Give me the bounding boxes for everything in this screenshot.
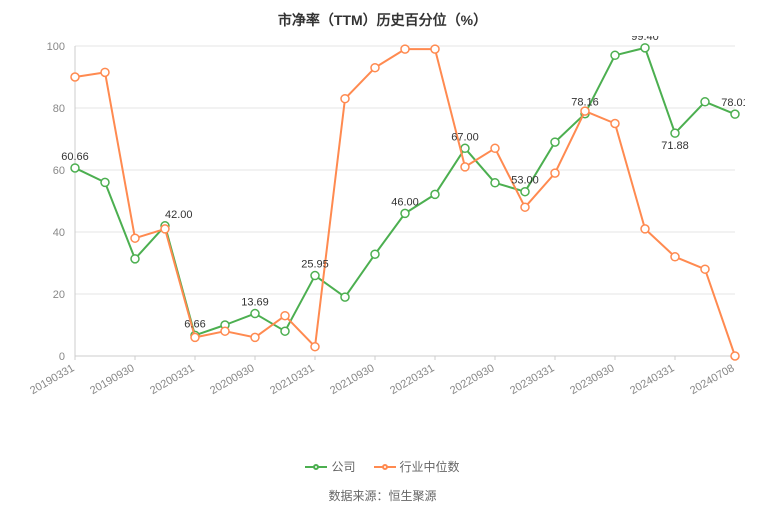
svg-text:42.00: 42.00 <box>165 209 193 221</box>
svg-text:78.01: 78.01 <box>721 97 745 109</box>
svg-text:100: 100 <box>47 41 65 53</box>
svg-text:13.69: 13.69 <box>241 297 269 309</box>
svg-text:60.66: 60.66 <box>61 151 89 163</box>
svg-text:80: 80 <box>53 103 65 115</box>
source-prefix: 数据来源： <box>328 489 388 503</box>
svg-text:60: 60 <box>53 165 65 177</box>
svg-text:20: 20 <box>53 289 65 301</box>
chart-title: 市净率（TTM）历史百分位（%） <box>20 10 745 30</box>
svg-text:53.00: 53.00 <box>511 175 539 187</box>
legend-label-company: 公司 <box>331 458 355 475</box>
svg-text:46.00: 46.00 <box>391 196 419 208</box>
legend-swatch-industry-median <box>374 462 396 472</box>
line-chart-svg: 0204060801002019033120190930202003312020… <box>20 36 745 456</box>
svg-text:40: 40 <box>53 227 65 239</box>
chart-source: 数据来源：恒生聚源 <box>20 487 745 504</box>
chart-legend: 公司 行业中位数 <box>20 458 745 475</box>
svg-text:25.95: 25.95 <box>301 259 329 271</box>
chart-card: 市净率（TTM）历史百分位（%） 02040608010020190331201… <box>0 0 765 517</box>
chart-area: 0204060801002019033120190930202003312020… <box>20 36 745 456</box>
svg-text:71.88: 71.88 <box>661 140 689 152</box>
svg-text:78.16: 78.16 <box>571 97 599 109</box>
source-name: 恒生聚源 <box>389 489 437 503</box>
legend-item-industry-median[interactable]: 行业中位数 <box>374 458 460 475</box>
svg-text:0: 0 <box>59 351 65 363</box>
svg-text:67.00: 67.00 <box>451 131 479 143</box>
svg-text:99.40: 99.40 <box>631 36 659 43</box>
legend-label-industry-median: 行业中位数 <box>400 458 460 475</box>
legend-item-company[interactable]: 公司 <box>305 458 355 475</box>
legend-swatch-company <box>305 462 327 472</box>
svg-text:6.66: 6.66 <box>184 318 205 330</box>
